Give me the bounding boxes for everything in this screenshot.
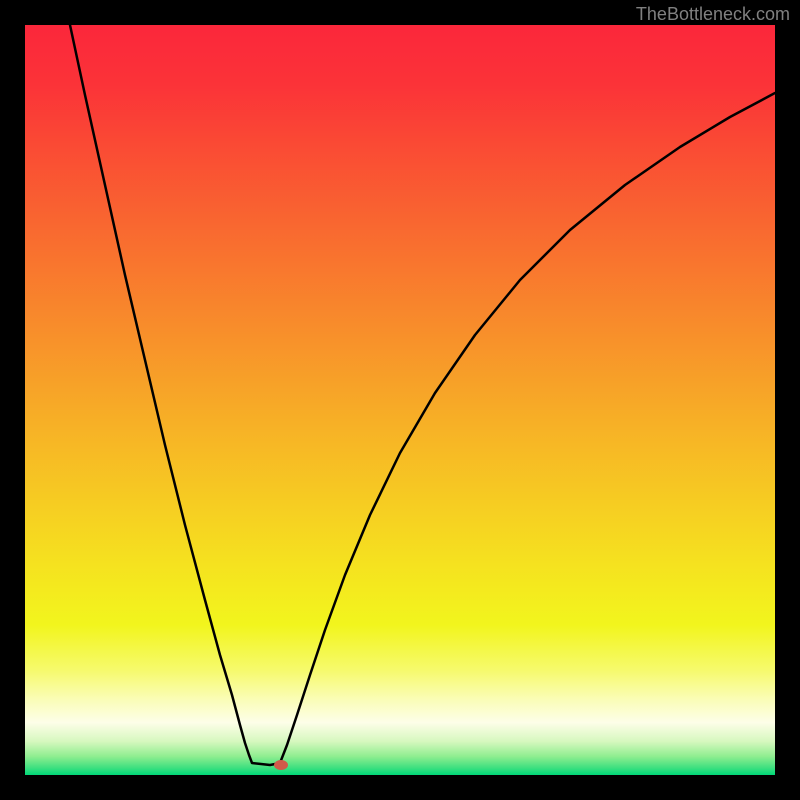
optimum-marker bbox=[274, 760, 288, 770]
watermark-text: TheBottleneck.com bbox=[636, 4, 790, 25]
chart-plot-area bbox=[25, 25, 775, 775]
gradient-background bbox=[25, 25, 775, 775]
gradient-rect bbox=[25, 25, 775, 775]
